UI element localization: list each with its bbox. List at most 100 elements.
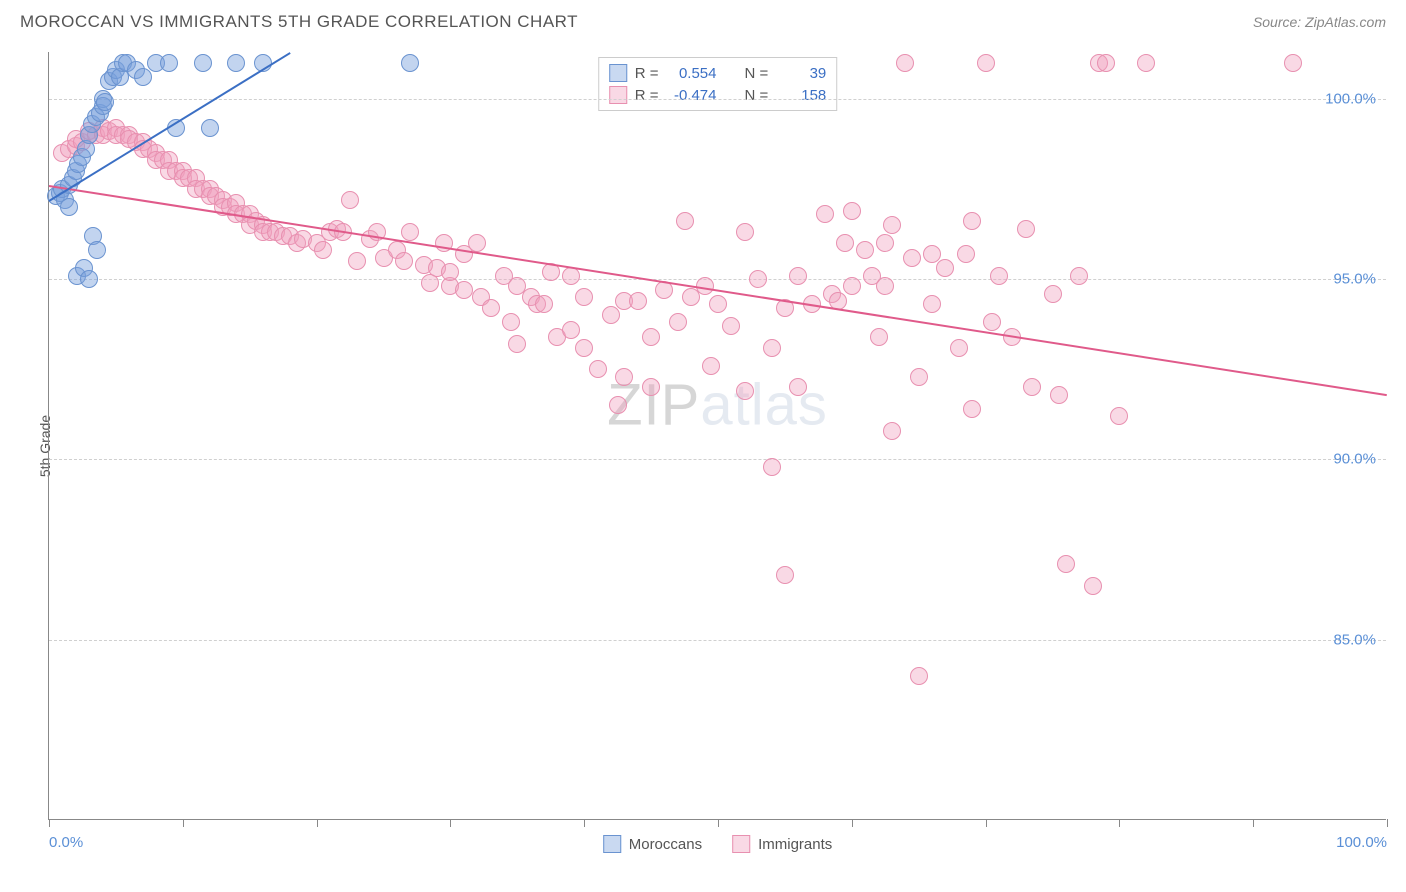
data-point [936,259,954,277]
data-point [1097,54,1115,72]
data-point [990,267,1008,285]
data-point [669,313,687,331]
data-point [957,245,975,263]
series-legend: Moroccans Immigrants [603,835,833,853]
gridline [49,640,1386,641]
data-point [923,245,941,263]
data-point [870,328,888,346]
y-tick-label: 95.0% [1333,271,1376,288]
legend-n-value: 158 [776,87,826,104]
legend-swatch [732,835,750,853]
data-point [1284,54,1302,72]
legend-n-label: N = [745,87,769,104]
data-point [96,93,114,111]
data-point [615,368,633,386]
data-point [1023,378,1041,396]
data-point [468,234,486,252]
x-tick-mark [1119,819,1120,827]
data-point [502,313,520,331]
data-point [843,202,861,220]
x-tick-mark [718,819,719,827]
data-point [776,566,794,584]
gridline [49,279,1386,280]
data-point [963,212,981,230]
data-point [843,277,861,295]
data-point [736,382,754,400]
legend-row: R =-0.474N =158 [609,84,827,106]
legend-row: R =0.554N =39 [609,62,827,84]
data-point [1017,220,1035,238]
data-point [441,263,459,281]
data-point [722,317,740,335]
data-point [348,252,366,270]
data-point [482,299,500,317]
data-point [876,234,894,252]
legend-swatch [603,835,621,853]
data-point [1084,577,1102,595]
data-point [562,321,580,339]
chart-header: MOROCCAN VS IMMIGRANTS 5TH GRADE CORRELA… [0,0,1406,40]
data-point [401,54,419,72]
gridline [49,99,1386,100]
data-point [401,223,419,241]
data-point [1070,267,1088,285]
data-point [314,241,332,259]
data-point [589,360,607,378]
data-point [789,378,807,396]
data-point [876,277,894,295]
x-tick-mark [317,819,318,827]
data-point [923,295,941,313]
data-point [883,422,901,440]
data-point [736,223,754,241]
x-tick-mark [450,819,451,827]
data-point [963,400,981,418]
x-tick-mark [584,819,585,827]
x-tick-label: 100.0% [1336,834,1387,851]
data-point [709,295,727,313]
data-point [88,241,106,259]
y-tick-label: 90.0% [1333,451,1376,468]
data-point [1057,555,1075,573]
data-point [977,54,995,72]
data-point [1050,386,1068,404]
legend-r-label: R = [635,65,659,82]
data-point [903,249,921,267]
y-tick-label: 85.0% [1333,631,1376,648]
legend-n-value: 39 [776,65,826,82]
data-point [910,667,928,685]
data-point [983,313,1001,331]
data-point [789,267,807,285]
data-point [763,458,781,476]
data-point [1137,54,1155,72]
data-point [160,54,178,72]
x-tick-mark [986,819,987,827]
legend-label: Moroccans [629,836,702,853]
chart-title: MOROCCAN VS IMMIGRANTS 5TH GRADE CORRELA… [20,12,578,32]
x-tick-mark [1253,819,1254,827]
legend-r-label: R = [635,87,659,104]
data-point [1110,407,1128,425]
x-tick-mark [852,819,853,827]
data-point [201,119,219,137]
scatter-plot: ZIPatlas R =0.554N =39R =-0.474N =158 Mo… [48,52,1386,820]
data-point [642,328,660,346]
data-point [60,198,78,216]
data-point [1044,285,1062,303]
legend-item: Immigrants [732,835,832,853]
x-tick-mark [1387,819,1388,827]
data-point [341,191,359,209]
data-point [395,252,413,270]
x-tick-label: 0.0% [49,834,83,851]
legend-swatch [609,64,627,82]
y-tick-label: 100.0% [1325,90,1376,107]
legend-swatch [609,86,627,104]
data-point [194,54,212,72]
x-tick-mark [49,819,50,827]
data-point [816,205,834,223]
data-point [602,306,620,324]
correlation-legend: R =0.554N =39R =-0.474N =158 [598,57,838,111]
data-point [227,54,245,72]
data-point [80,270,98,288]
data-point [702,357,720,375]
data-point [896,54,914,72]
